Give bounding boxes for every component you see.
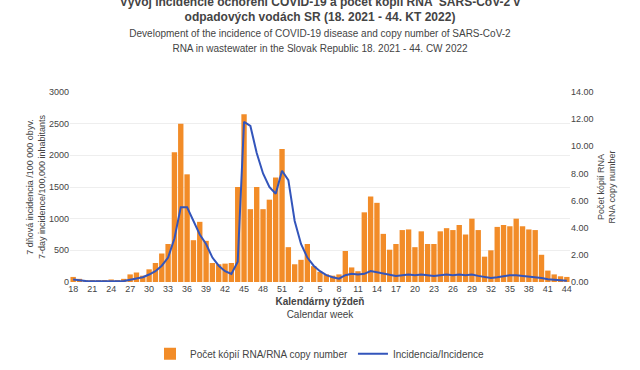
svg-text:Počet kópií RNA/RNA copy numbe: Počet kópií RNA/RNA copy number bbox=[190, 349, 348, 360]
svg-text:44: 44 bbox=[562, 284, 572, 294]
svg-text:26: 26 bbox=[448, 284, 458, 294]
svg-text:8: 8 bbox=[336, 284, 341, 294]
svg-text:2500: 2500 bbox=[49, 119, 69, 129]
svg-text:51: 51 bbox=[277, 284, 287, 294]
svg-text:Vývoj incidencie ochorení COVI: Vývoj incidencie ochorení COVID-19 a poč… bbox=[120, 0, 521, 54]
svg-text:32: 32 bbox=[486, 284, 496, 294]
svg-text:2.00: 2.00 bbox=[571, 250, 589, 260]
svg-text:14.00: 14.00 bbox=[571, 87, 594, 97]
svg-text:24: 24 bbox=[106, 284, 116, 294]
svg-text:30: 30 bbox=[144, 284, 154, 294]
svg-text:10.00: 10.00 bbox=[571, 141, 594, 151]
svg-text:39: 39 bbox=[201, 284, 211, 294]
svg-text:35: 35 bbox=[505, 284, 515, 294]
svg-text:14: 14 bbox=[372, 284, 382, 294]
svg-text:29: 29 bbox=[467, 284, 477, 294]
svg-text:2000: 2000 bbox=[49, 150, 69, 160]
svg-text:Kalendárny týždeňCalendar week: Kalendárny týždeňCalendar week bbox=[276, 296, 365, 320]
svg-text:23: 23 bbox=[429, 284, 439, 294]
svg-text:7 dňová incidencia /100 000 ob: 7 dňová incidencia /100 000 obyv.7-day i… bbox=[25, 114, 47, 259]
svg-text:0.00: 0.00 bbox=[571, 277, 589, 287]
svg-text:21: 21 bbox=[87, 284, 97, 294]
svg-text:27: 27 bbox=[125, 284, 135, 294]
svg-text:Incidencia/Incidence: Incidencia/Incidence bbox=[393, 349, 484, 360]
svg-text:6.00: 6.00 bbox=[571, 196, 589, 206]
svg-text:42: 42 bbox=[220, 284, 230, 294]
svg-text:45: 45 bbox=[239, 284, 249, 294]
svg-text:0: 0 bbox=[64, 277, 69, 287]
svg-text:48: 48 bbox=[258, 284, 268, 294]
svg-text:3000: 3000 bbox=[49, 87, 69, 97]
svg-text:1000: 1000 bbox=[49, 214, 69, 224]
svg-text:5: 5 bbox=[317, 284, 322, 294]
svg-text:500: 500 bbox=[54, 245, 69, 255]
svg-text:38: 38 bbox=[524, 284, 534, 294]
svg-text:41: 41 bbox=[543, 284, 553, 294]
svg-text:11: 11 bbox=[353, 284, 362, 294]
svg-text:17: 17 bbox=[391, 284, 401, 294]
svg-text:8.00: 8.00 bbox=[571, 169, 589, 179]
svg-text:1500: 1500 bbox=[49, 182, 69, 192]
svg-text:4.00: 4.00 bbox=[571, 223, 589, 233]
svg-text:12.00: 12.00 bbox=[571, 114, 594, 124]
svg-text:18: 18 bbox=[68, 284, 78, 294]
svg-text:2: 2 bbox=[299, 284, 304, 294]
svg-text:33: 33 bbox=[163, 284, 173, 294]
svg-text:Počet kópií RNARNA copy number: Počet kópií RNARNA copy number bbox=[596, 150, 618, 223]
svg-text:20: 20 bbox=[410, 284, 420, 294]
svg-text:36: 36 bbox=[182, 284, 192, 294]
